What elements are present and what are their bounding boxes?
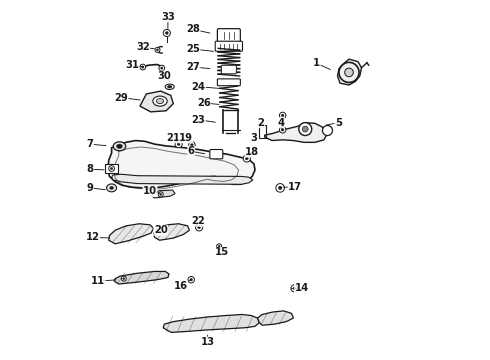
Text: 4: 4 bbox=[277, 118, 284, 128]
Circle shape bbox=[163, 30, 171, 37]
Text: 17: 17 bbox=[288, 182, 302, 192]
Circle shape bbox=[122, 276, 126, 281]
Circle shape bbox=[281, 129, 284, 131]
Text: 3: 3 bbox=[250, 133, 257, 143]
Circle shape bbox=[279, 112, 286, 119]
Polygon shape bbox=[105, 164, 118, 173]
Circle shape bbox=[197, 226, 200, 229]
Polygon shape bbox=[258, 311, 294, 325]
Circle shape bbox=[177, 143, 180, 145]
Text: 15: 15 bbox=[215, 247, 229, 257]
Text: 30: 30 bbox=[157, 71, 171, 81]
Circle shape bbox=[189, 141, 195, 148]
Circle shape bbox=[140, 64, 146, 70]
Circle shape bbox=[109, 166, 115, 171]
Circle shape bbox=[155, 47, 160, 52]
Text: 31: 31 bbox=[125, 60, 139, 70]
Circle shape bbox=[217, 244, 221, 249]
Text: 28: 28 bbox=[186, 24, 200, 35]
Text: 11: 11 bbox=[91, 276, 105, 286]
Text: 33: 33 bbox=[161, 12, 175, 22]
Ellipse shape bbox=[168, 86, 172, 88]
Circle shape bbox=[110, 167, 113, 170]
Polygon shape bbox=[108, 140, 255, 188]
Circle shape bbox=[160, 193, 162, 195]
Text: 14: 14 bbox=[294, 283, 309, 293]
Polygon shape bbox=[114, 271, 169, 284]
FancyBboxPatch shape bbox=[221, 65, 236, 74]
Circle shape bbox=[245, 157, 248, 160]
Ellipse shape bbox=[107, 184, 117, 192]
Text: 20: 20 bbox=[154, 225, 168, 235]
Circle shape bbox=[279, 127, 286, 133]
Text: 21: 21 bbox=[166, 133, 180, 143]
Circle shape bbox=[218, 245, 220, 247]
Ellipse shape bbox=[110, 186, 113, 189]
Text: 1: 1 bbox=[313, 58, 320, 68]
Text: 27: 27 bbox=[186, 62, 200, 72]
FancyBboxPatch shape bbox=[215, 41, 243, 51]
Circle shape bbox=[276, 184, 285, 192]
Circle shape bbox=[190, 278, 193, 281]
Circle shape bbox=[293, 287, 296, 290]
Circle shape bbox=[196, 224, 203, 231]
Text: 32: 32 bbox=[136, 42, 149, 52]
Circle shape bbox=[142, 66, 144, 68]
Circle shape bbox=[191, 144, 193, 146]
Polygon shape bbox=[265, 123, 327, 142]
FancyBboxPatch shape bbox=[218, 29, 240, 42]
Circle shape bbox=[188, 276, 195, 283]
Circle shape bbox=[278, 186, 282, 190]
Polygon shape bbox=[152, 190, 175, 198]
Text: 2: 2 bbox=[258, 118, 265, 128]
Ellipse shape bbox=[113, 142, 126, 151]
Circle shape bbox=[156, 49, 158, 51]
Circle shape bbox=[159, 65, 165, 71]
Text: 18: 18 bbox=[245, 147, 259, 157]
Circle shape bbox=[344, 68, 353, 77]
Text: 12: 12 bbox=[86, 232, 99, 242]
Text: 19: 19 bbox=[179, 133, 193, 143]
Text: 26: 26 bbox=[197, 98, 211, 108]
Circle shape bbox=[243, 155, 250, 162]
Circle shape bbox=[161, 67, 163, 69]
Circle shape bbox=[322, 126, 333, 135]
Text: 25: 25 bbox=[186, 44, 200, 54]
Polygon shape bbox=[338, 59, 362, 85]
Polygon shape bbox=[109, 224, 153, 244]
Ellipse shape bbox=[153, 96, 167, 106]
Ellipse shape bbox=[117, 144, 122, 148]
Text: 13: 13 bbox=[200, 337, 214, 347]
Text: 23: 23 bbox=[192, 115, 205, 125]
Text: 24: 24 bbox=[192, 82, 205, 92]
Circle shape bbox=[166, 32, 168, 35]
Polygon shape bbox=[163, 315, 259, 332]
Polygon shape bbox=[140, 91, 173, 112]
FancyBboxPatch shape bbox=[210, 149, 223, 159]
Circle shape bbox=[281, 114, 284, 117]
Circle shape bbox=[291, 285, 298, 292]
Text: 16: 16 bbox=[173, 281, 188, 291]
Text: 22: 22 bbox=[191, 216, 204, 226]
Polygon shape bbox=[112, 174, 253, 184]
Ellipse shape bbox=[156, 99, 164, 104]
FancyBboxPatch shape bbox=[218, 79, 240, 86]
Text: 9: 9 bbox=[87, 183, 94, 193]
Circle shape bbox=[302, 126, 308, 132]
Ellipse shape bbox=[165, 84, 174, 89]
Text: 10: 10 bbox=[143, 186, 157, 197]
Text: 7: 7 bbox=[87, 139, 94, 149]
Text: 29: 29 bbox=[114, 93, 128, 103]
Text: 8: 8 bbox=[87, 164, 94, 174]
Circle shape bbox=[158, 192, 163, 197]
Circle shape bbox=[175, 140, 182, 148]
Circle shape bbox=[299, 123, 312, 135]
Circle shape bbox=[123, 278, 125, 280]
Text: 6: 6 bbox=[188, 146, 195, 156]
Polygon shape bbox=[153, 224, 190, 240]
Text: 5: 5 bbox=[335, 118, 342, 128]
